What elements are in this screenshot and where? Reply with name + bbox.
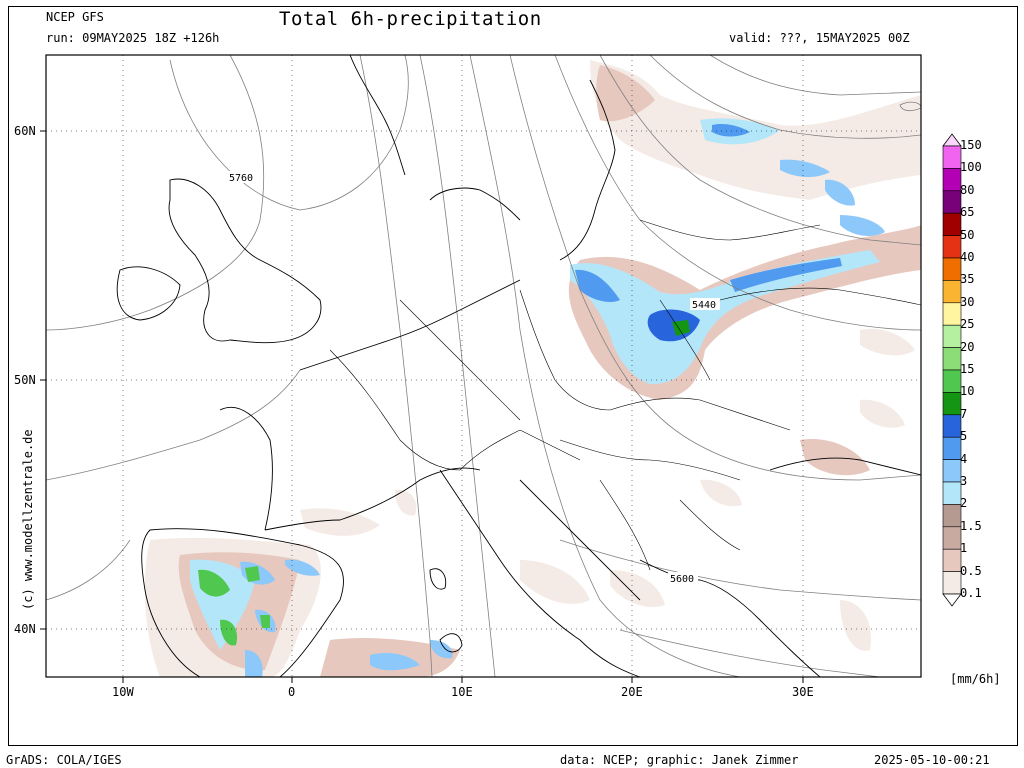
map-border (45, 54, 922, 678)
model-label: NCEP GFS (46, 10, 104, 24)
lon-label-10w: 10W (112, 685, 134, 699)
colorbar-label: 40 (960, 250, 975, 264)
contour-label-5760: 5760 (229, 173, 253, 184)
colorbar-label: 15 (960, 362, 975, 376)
colorbar-swatch (942, 548, 962, 572)
lat-label-40n: 40N (14, 622, 36, 636)
colorbar-swatch (942, 414, 962, 438)
colorbar-swatch (942, 481, 962, 505)
colorbar-label: 80 (960, 182, 975, 197)
colorbar-label: 0.5 (960, 563, 982, 578)
contour-label-bg (668, 572, 698, 584)
map-content (46, 55, 921, 677)
valid-label: valid: ???, 15MAY2025 00Z (729, 31, 910, 45)
colorbar-label: 30 (960, 294, 975, 309)
precip-shading (144, 60, 921, 677)
colorbar-label: 65 (960, 205, 975, 220)
colorbar-label: 150 (960, 138, 982, 152)
chart-frame (8, 6, 1018, 746)
colorbar-swatch (942, 392, 962, 416)
contour-label-5440: 5440 (692, 300, 716, 311)
axis-ticks (40, 130, 804, 683)
lon-label-30e: 30E (792, 685, 814, 699)
footer-middle: data: NCEP; graphic: Janek Zimmer (560, 753, 799, 767)
colorbar-swatch (942, 280, 962, 304)
colorbar (942, 133, 962, 607)
colorbar-swatch (942, 257, 962, 281)
colorbar-swatch (942, 369, 962, 393)
colorbar-label: 3 (960, 474, 968, 488)
colorbar-swatch (942, 235, 962, 259)
colorbar-label: 35 (960, 272, 975, 287)
copyright-side-label: (c) www.modellzentrale.de (21, 429, 35, 610)
run-label: run: 09MAY2025 18Z +126h (46, 31, 220, 45)
map-title: Total 6h-precipitation (279, 8, 542, 30)
colorbar-swatch (942, 504, 962, 528)
colorbar-label: 25 (960, 317, 975, 332)
geopotential-contours (46, 55, 921, 677)
colorbar-label: 1.5 (960, 518, 982, 533)
colorbar-label: 1 (960, 541, 968, 556)
colorbar-label: 2 (960, 496, 968, 511)
colorbar-swatch (942, 347, 962, 371)
colorbar-labels: 150 100 80 65 50 40 35 30 25 20 15 10 7 5 4 3 2 1.5 1 0.5 0.… (960, 0, 1020, 768)
colorbar-swatch (942, 436, 962, 460)
footer-left: GrADS: COLA/IGES (6, 753, 122, 767)
lat-label-50n: 50N (14, 373, 36, 387)
contour-label-5600: 5600 (670, 574, 694, 585)
graticule (46, 55, 921, 677)
colorbar-top-arrow (942, 133, 962, 147)
colorbar-label: 20 (960, 339, 975, 354)
colorbar-label: 0.1 (960, 586, 982, 600)
colorbar-label: 4 (960, 451, 968, 466)
lon-label-20e: 20E (621, 685, 643, 699)
lat-label-60n: 60N (14, 124, 36, 138)
colorbar-bottom-arrow (942, 593, 962, 607)
colorbar-swatch (942, 324, 962, 348)
colorbar-swatch (942, 571, 962, 595)
colorbar-swatch (942, 190, 962, 214)
colorbar-label: 100 (960, 160, 982, 175)
contour-label-bg (227, 171, 257, 183)
colorbar-label: 7 (960, 406, 968, 421)
colorbar-label: 10 (960, 384, 975, 399)
lon-label-10e: 10E (451, 685, 473, 699)
colorbar-swatch (942, 212, 962, 236)
contour-label-bg (690, 298, 720, 310)
colorbar-label: 5 (960, 429, 968, 444)
colorbar-label: 50 (960, 227, 975, 242)
colorbar-swatch (942, 302, 962, 326)
colorbar-unit: [mm/6h] (950, 672, 1001, 686)
colorbar-swatch (942, 145, 962, 169)
colorbar-swatch (942, 459, 962, 483)
colorbar-swatch (942, 526, 962, 550)
lon-label-0: 0 (288, 685, 296, 699)
colorbar-swatch (942, 168, 962, 192)
footer-right: 2025-05-10-00:21 (874, 753, 990, 767)
country-borders (329, 219, 921, 571)
